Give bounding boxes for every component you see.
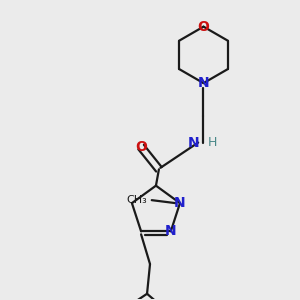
Text: N: N: [174, 196, 186, 210]
Text: H: H: [208, 136, 217, 149]
Text: N: N: [188, 136, 199, 150]
Text: O: O: [135, 140, 147, 154]
Text: O: O: [198, 20, 209, 34]
Text: N: N: [198, 76, 209, 90]
Text: CH₃: CH₃: [127, 195, 147, 205]
Text: N: N: [165, 224, 177, 239]
